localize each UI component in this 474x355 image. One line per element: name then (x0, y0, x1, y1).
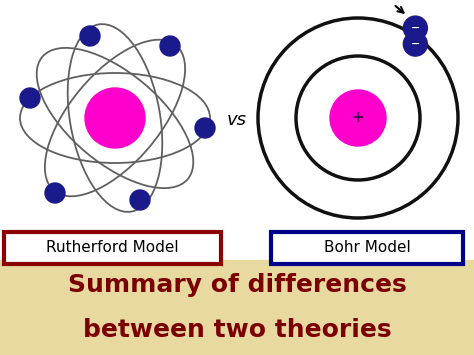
Circle shape (80, 26, 100, 46)
Text: Summary of differences: Summary of differences (68, 273, 406, 297)
Text: vs: vs (227, 111, 247, 129)
Circle shape (330, 90, 386, 146)
Text: −: − (410, 23, 420, 33)
Text: +: + (352, 110, 365, 126)
Circle shape (403, 16, 428, 40)
Circle shape (130, 190, 150, 210)
FancyBboxPatch shape (4, 232, 221, 264)
Circle shape (20, 88, 40, 108)
Bar (0, 0, 474, 260)
Circle shape (195, 118, 215, 138)
Circle shape (85, 88, 145, 148)
Circle shape (403, 32, 428, 56)
Text: Rutherford Model: Rutherford Model (46, 240, 178, 256)
Circle shape (45, 183, 65, 203)
Circle shape (160, 36, 180, 56)
Bar (0, 260, 474, 355)
FancyBboxPatch shape (271, 232, 463, 264)
Text: Bohr Model: Bohr Model (324, 240, 410, 256)
Text: −: − (410, 39, 420, 49)
Text: between two theories: between two theories (82, 318, 392, 342)
